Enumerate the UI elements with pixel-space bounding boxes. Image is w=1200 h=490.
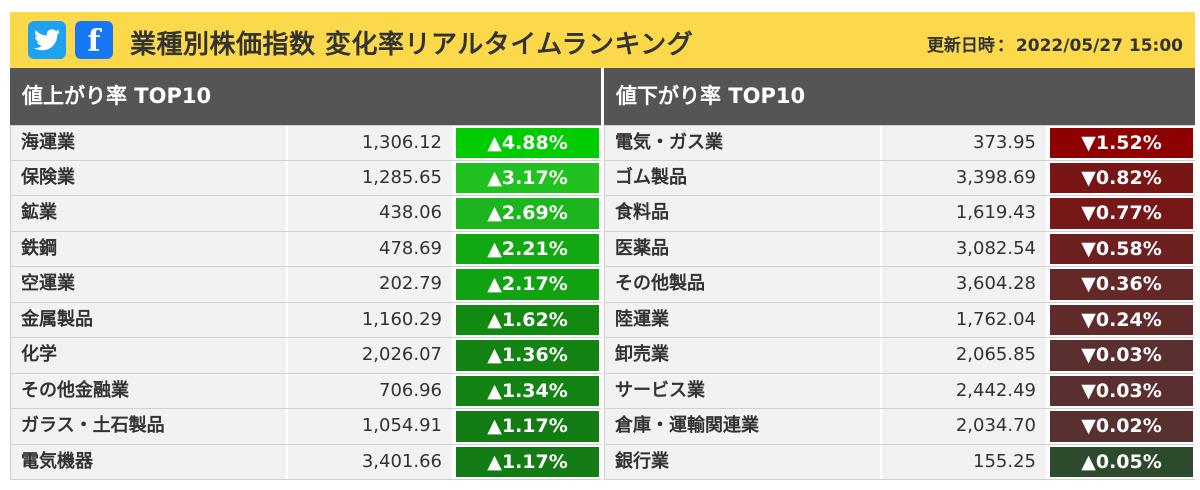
updated-value: 2022/05/27 15:00	[1015, 36, 1183, 56]
table-row[interactable]: 銀行業 155.25 ▲0.05%	[604, 444, 1195, 480]
twitter-bird-icon	[34, 29, 60, 51]
sector-name[interactable]: 鉄鋼	[10, 231, 286, 266]
index-value: 373.95	[882, 126, 1046, 160]
table-row[interactable]: ゴム製品 3,398.69 ▼0.82%	[604, 160, 1195, 196]
table-row[interactable]: 空運業 202.79 ▲2.17%	[10, 267, 601, 303]
index-value: 1,762.04	[882, 302, 1046, 337]
index-value: 2,065.85	[882, 338, 1046, 373]
sector-name[interactable]: ガラス・土石製品	[10, 409, 286, 444]
sector-name[interactable]: 医薬品	[604, 231, 880, 266]
index-value: 2,034.70	[882, 409, 1046, 444]
table-row[interactable]: 陸運業 1,762.04 ▼0.24%	[604, 302, 1195, 338]
index-value: 706.96	[288, 373, 452, 408]
change-rate-badge: ▼0.24%	[1050, 304, 1193, 335]
change-rate-badge: ▲1.17%	[456, 411, 599, 442]
change-rate-badge: ▼1.52%	[1050, 128, 1193, 158]
sector-name[interactable]: 保険業	[10, 160, 286, 195]
change-rate-badge: ▲2.21%	[456, 233, 599, 264]
sector-name[interactable]: その他金融業	[10, 373, 286, 408]
gainers-list: 海運業 1,306.12 ▲4.88% 保険業 1,285.65 ▲3.17% 鉱業 438.…	[10, 125, 601, 480]
index-value: 1,285.65	[288, 160, 452, 195]
sector-name[interactable]: 倉庫・運輸関連業	[604, 409, 880, 444]
sector-name[interactable]: ゴム製品	[604, 160, 880, 195]
table-row[interactable]: 電気機器 3,401.66 ▲1.17%	[10, 444, 601, 480]
sector-name[interactable]: 電気機器	[10, 444, 286, 479]
index-value: 2,026.07	[288, 338, 452, 373]
gainers-heading: 値上がり率 TOP10	[10, 68, 601, 125]
index-value: 1,160.29	[288, 302, 452, 337]
sector-name[interactable]: 銀行業	[604, 444, 880, 479]
change-rate-badge: ▼0.58%	[1050, 233, 1193, 264]
table-row[interactable]: 金属製品 1,160.29 ▲1.62%	[10, 302, 601, 338]
table-row[interactable]: 海運業 1,306.12 ▲4.88%	[10, 125, 601, 161]
change-rate-badge: ▲1.36%	[456, 340, 599, 371]
change-rate-badge: ▲1.34%	[456, 375, 599, 406]
table-row[interactable]: ガラス・土石製品 1,054.91 ▲1.17%	[10, 409, 601, 445]
change-rate-badge: ▲0.05%	[1050, 446, 1193, 477]
gainers-panel: 値上がり率 TOP10 海運業 1,306.12 ▲4.88% 保険業 1,285.65…	[10, 68, 601, 480]
updated-label: 更新日時	[926, 36, 995, 56]
index-value: 3,401.66	[288, 444, 452, 479]
table-row[interactable]: 保険業 1,285.65 ▲3.17%	[10, 160, 601, 196]
sector-name[interactable]: 陸運業	[604, 302, 880, 337]
sector-name[interactable]: 卸売業	[604, 338, 880, 373]
change-rate-badge: ▲2.17%	[456, 269, 599, 300]
losers-heading: 値下がり率 TOP10	[604, 68, 1195, 125]
index-value: 3,398.69	[882, 160, 1046, 195]
change-rate-badge: ▲3.17%	[456, 162, 599, 193]
change-rate-badge: ▲2.69%	[456, 198, 599, 229]
facebook-share-button[interactable]: f	[75, 21, 113, 59]
change-rate-badge: ▲1.17%	[456, 446, 599, 477]
change-rate-badge: ▼0.02%	[1050, 411, 1193, 442]
losers-panel: 値下がり率 TOP10 電気・ガス業 373.95 ▼1.52% ゴム製品 3,398.…	[604, 68, 1195, 480]
facebook-f-icon: f	[87, 24, 101, 59]
index-value: 202.79	[288, 267, 452, 302]
change-rate-badge: ▲4.88%	[456, 128, 599, 158]
sector-name[interactable]: 鉱業	[10, 196, 286, 231]
sector-name[interactable]: 金属製品	[10, 302, 286, 337]
change-rate-badge: ▼0.03%	[1050, 375, 1193, 406]
sector-name[interactable]: 電気・ガス業	[604, 126, 880, 160]
table-row[interactable]: その他金融業 706.96 ▲1.34%	[10, 373, 601, 409]
losers-list: 電気・ガス業 373.95 ▼1.52% ゴム製品 3,398.69 ▼0.82% 食料品 1…	[604, 125, 1195, 480]
table-row[interactable]: 食料品 1,619.43 ▼0.77%	[604, 196, 1195, 232]
table-row[interactable]: 化学 2,026.07 ▲1.36%	[10, 338, 601, 374]
change-rate-badge: ▲1.62%	[456, 304, 599, 335]
table-row[interactable]: その他製品 3,604.28 ▼0.36%	[604, 267, 1195, 303]
table-row[interactable]: 卸売業 2,065.85 ▼0.03%	[604, 338, 1195, 374]
change-rate-badge: ▼0.82%	[1050, 162, 1193, 193]
table-row[interactable]: 倉庫・運輸関連業 2,034.70 ▼0.02%	[604, 409, 1195, 445]
twitter-share-button[interactable]	[28, 21, 66, 59]
index-value: 2,442.49	[882, 373, 1046, 408]
index-value: 1,619.43	[882, 196, 1046, 231]
table-row[interactable]: サービス業 2,442.49 ▼0.03%	[604, 373, 1195, 409]
index-value: 3,082.54	[882, 231, 1046, 266]
table-row[interactable]: 電気・ガス業 373.95 ▼1.52%	[604, 125, 1195, 161]
index-value: 438.06	[288, 196, 452, 231]
sector-name[interactable]: 化学	[10, 338, 286, 373]
updated-timestamp: 更新日時： 2022/05/27 15:00	[926, 36, 1183, 56]
header-bar: f 業種別株価指数 変化率リアルタイムランキング 更新日時： 2022/05/27…	[10, 12, 1195, 68]
index-value: 3,604.28	[882, 267, 1046, 302]
index-value: 1,054.91	[288, 409, 452, 444]
page-title: 業種別株価指数 変化率リアルタイムランキング	[130, 30, 694, 60]
sector-name[interactable]: 空運業	[10, 267, 286, 302]
sector-name[interactable]: サービス業	[604, 373, 880, 408]
change-rate-badge: ▼0.03%	[1050, 340, 1193, 371]
index-value: 478.69	[288, 231, 452, 266]
change-rate-badge: ▼0.36%	[1050, 269, 1193, 300]
table-row[interactable]: 鉱業 438.06 ▲2.69%	[10, 196, 601, 232]
sector-name[interactable]: その他製品	[604, 267, 880, 302]
sector-name[interactable]: 海運業	[10, 126, 286, 160]
change-rate-badge: ▼0.77%	[1050, 198, 1193, 229]
index-value: 155.25	[882, 444, 1046, 479]
sector-name[interactable]: 食料品	[604, 196, 880, 231]
table-row[interactable]: 鉄鋼 478.69 ▲2.21%	[10, 231, 601, 267]
index-value: 1,306.12	[288, 126, 452, 160]
table-row[interactable]: 医薬品 3,082.54 ▼0.58%	[604, 231, 1195, 267]
